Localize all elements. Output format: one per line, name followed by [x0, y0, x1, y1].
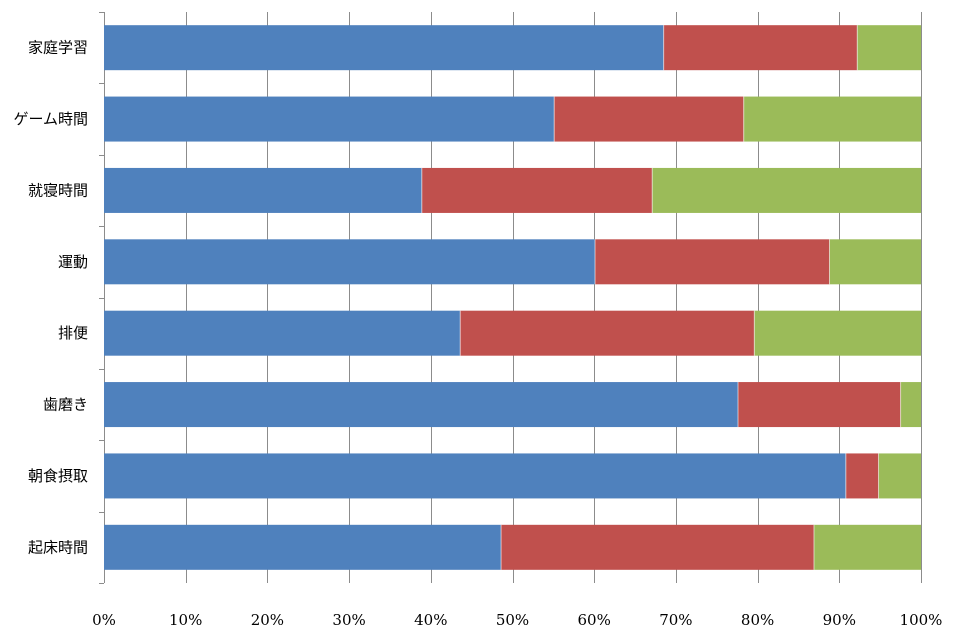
category-label: 家庭学習 [28, 39, 88, 57]
x-tick-label: 80% [741, 611, 774, 629]
bar-segment-series1-2 [104, 96, 555, 142]
x-tick-label: 0% [92, 611, 116, 629]
x-tick-label: 40% [414, 611, 447, 629]
bar-segment-series3-3 [652, 167, 921, 213]
x-tick-label: 90% [823, 611, 856, 629]
bar-segments [104, 25, 921, 570]
category-label: 起床時間 [28, 538, 88, 556]
bar-segment-series2-5 [460, 310, 755, 356]
bar-segment-series3-7 [878, 453, 921, 499]
bar-segment-series3-5 [754, 310, 921, 356]
x-tick-label: 10% [169, 611, 202, 629]
category-label: ゲーム時間 [13, 110, 88, 128]
bar-segment-series1-4 [104, 239, 596, 285]
bar-segment-series2-8 [501, 524, 814, 570]
bar-segment-series3-6 [900, 382, 921, 428]
bar-segment-series1-5 [104, 310, 461, 356]
bar-segment-series3-8 [813, 524, 921, 570]
x-tick-label: 30% [332, 611, 365, 629]
bar-segment-series2-3 [421, 167, 653, 213]
bar-segment-series3-4 [829, 239, 921, 285]
category-label: 朝食摂取 [28, 467, 88, 485]
bar-segment-series1-7 [104, 453, 846, 499]
bar-segment-series2-4 [595, 239, 830, 285]
bar-segment-series2-1 [663, 25, 858, 71]
bar-segment-series1-8 [104, 524, 502, 570]
bar-segment-series3-2 [743, 96, 921, 142]
x-tick-label: 60% [578, 611, 611, 629]
bar-segment-series2-2 [554, 96, 744, 142]
category-label: 運動 [58, 253, 88, 271]
category-label: 排便 [58, 324, 88, 342]
bar-segment-series2-7 [845, 453, 879, 499]
category-label: 就寝時間 [28, 181, 88, 199]
bar-segment-series1-1 [104, 25, 664, 71]
bar-segment-series1-6 [104, 382, 738, 428]
bar-segment-series1-3 [104, 167, 422, 213]
bar-segment-series2-6 [737, 382, 901, 428]
x-tick-label: 70% [659, 611, 692, 629]
x-tick-label: 50% [496, 611, 529, 629]
x-tick-labels: 0% 10% 20% 30% 40% 50% 60% 70% 80% 90% 100% [92, 611, 942, 629]
x-tick-label: 100% [900, 611, 943, 629]
category-label: 歯磨き [43, 396, 88, 414]
x-tick-label: 20% [251, 611, 284, 629]
bar-segment-series3-1 [857, 25, 921, 71]
